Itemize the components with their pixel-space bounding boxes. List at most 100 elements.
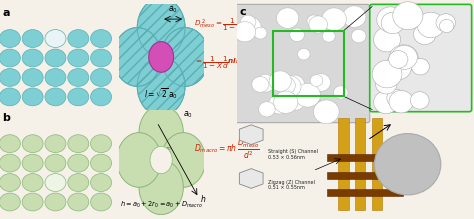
Text: $h$: $h$ [201, 193, 207, 204]
Circle shape [234, 22, 255, 42]
Circle shape [254, 27, 267, 39]
Circle shape [273, 91, 298, 113]
Circle shape [68, 135, 89, 153]
Circle shape [22, 30, 43, 48]
Text: a: a [2, 7, 10, 18]
Circle shape [45, 174, 66, 191]
Circle shape [45, 135, 66, 153]
Circle shape [393, 2, 423, 30]
Circle shape [68, 174, 89, 191]
Circle shape [0, 135, 20, 153]
Bar [372, 118, 382, 210]
Circle shape [372, 60, 402, 88]
Circle shape [276, 8, 299, 28]
Circle shape [91, 49, 111, 67]
Circle shape [256, 74, 275, 92]
Bar [355, 118, 365, 210]
Circle shape [322, 30, 335, 42]
Circle shape [22, 69, 43, 86]
Circle shape [22, 154, 43, 172]
Text: $D_{meso}^{\ 2} = \dfrac{1}{1-X}\sum D_{micro}^{\ 2}$: $D_{meso}^{\ 2} = \dfrac{1}{1-X}\sum D_{… [194, 17, 271, 33]
Circle shape [413, 24, 436, 44]
Text: c: c [239, 7, 246, 17]
Circle shape [45, 30, 66, 48]
Circle shape [68, 30, 89, 48]
Circle shape [309, 16, 328, 33]
Circle shape [389, 90, 413, 113]
Circle shape [389, 51, 408, 68]
Circle shape [307, 15, 320, 27]
Circle shape [91, 88, 111, 106]
Circle shape [269, 71, 292, 91]
Circle shape [351, 29, 366, 43]
Circle shape [284, 75, 305, 94]
Circle shape [45, 49, 66, 67]
Text: $r_0$: $r_0$ [164, 145, 172, 154]
Circle shape [150, 146, 172, 174]
Circle shape [269, 94, 290, 114]
Circle shape [113, 28, 161, 86]
Circle shape [45, 193, 66, 211]
Circle shape [91, 30, 111, 48]
Circle shape [45, 154, 66, 172]
Text: $D_{macro} = \pi h\,\dfrac{D_{meso}^{\ 2}}{d^2}$: $D_{macro} = \pi h\,\dfrac{D_{meso}^{\ 2… [194, 136, 260, 161]
Circle shape [286, 93, 305, 110]
Circle shape [91, 174, 111, 191]
Circle shape [68, 154, 89, 172]
Text: $l = \sqrt{2}\,\mathrm{a}_0$: $l = \sqrt{2}\,\mathrm{a}_0$ [144, 86, 178, 101]
Circle shape [68, 49, 89, 67]
Circle shape [137, 57, 185, 116]
Circle shape [149, 42, 173, 72]
FancyBboxPatch shape [370, 4, 472, 112]
Circle shape [439, 19, 454, 33]
Text: $a_0$: $a_0$ [182, 110, 192, 120]
Circle shape [91, 135, 111, 153]
Circle shape [161, 28, 209, 86]
Circle shape [311, 74, 331, 91]
Circle shape [385, 55, 411, 80]
Circle shape [45, 88, 66, 106]
Circle shape [374, 27, 401, 52]
Circle shape [334, 86, 348, 99]
Circle shape [22, 135, 43, 153]
Circle shape [313, 100, 339, 124]
Circle shape [241, 17, 261, 36]
Circle shape [374, 134, 441, 195]
Circle shape [392, 46, 417, 69]
Circle shape [410, 92, 429, 109]
Circle shape [137, 0, 185, 57]
Circle shape [22, 193, 43, 211]
Circle shape [91, 69, 111, 86]
Circle shape [0, 193, 20, 211]
Circle shape [411, 58, 429, 75]
Circle shape [252, 77, 269, 92]
Circle shape [0, 154, 20, 172]
Circle shape [374, 91, 399, 114]
Circle shape [389, 45, 418, 72]
Circle shape [0, 30, 20, 48]
Circle shape [0, 69, 20, 86]
Circle shape [290, 28, 304, 42]
Polygon shape [239, 125, 263, 145]
Text: b: b [2, 113, 10, 123]
FancyBboxPatch shape [235, 4, 370, 123]
Text: Zigzag (Z) Channel
0.51 × 0.55nm: Zigzag (Z) Channel 0.51 × 0.55nm [268, 180, 315, 190]
Circle shape [139, 160, 183, 215]
Circle shape [68, 193, 89, 211]
Circle shape [117, 133, 161, 187]
Circle shape [381, 12, 404, 34]
Bar [327, 189, 403, 196]
Circle shape [0, 88, 20, 106]
Bar [327, 154, 403, 161]
Circle shape [298, 48, 310, 60]
Circle shape [45, 69, 66, 86]
Circle shape [259, 102, 275, 117]
Circle shape [240, 15, 256, 29]
Circle shape [0, 174, 20, 191]
Circle shape [68, 69, 89, 86]
Text: $h = a_0 + 2r_0 = a_0 + D_{macro}$: $h = a_0 + 2r_0 = a_0 + D_{macro}$ [120, 200, 202, 210]
Circle shape [387, 89, 406, 107]
Circle shape [417, 12, 445, 38]
Circle shape [343, 6, 366, 27]
Bar [338, 118, 349, 210]
